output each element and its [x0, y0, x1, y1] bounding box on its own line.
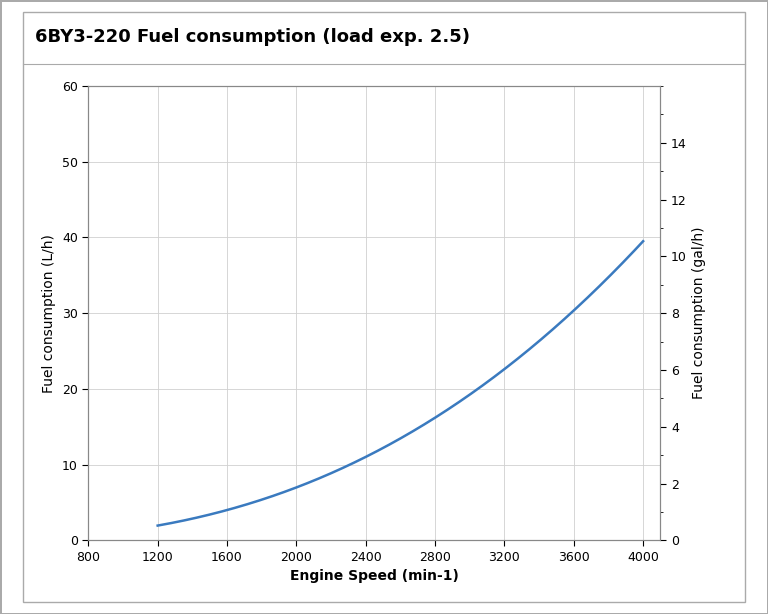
- Text: 6BY3-220 Fuel consumption (load exp. 2.5): 6BY3-220 Fuel consumption (load exp. 2.5…: [35, 28, 469, 45]
- Y-axis label: Fuel consumption (gal/h): Fuel consumption (gal/h): [692, 227, 707, 399]
- Y-axis label: Fuel consumption (L/h): Fuel consumption (L/h): [42, 234, 56, 392]
- X-axis label: Engine Speed (min-1): Engine Speed (min-1): [290, 569, 458, 583]
